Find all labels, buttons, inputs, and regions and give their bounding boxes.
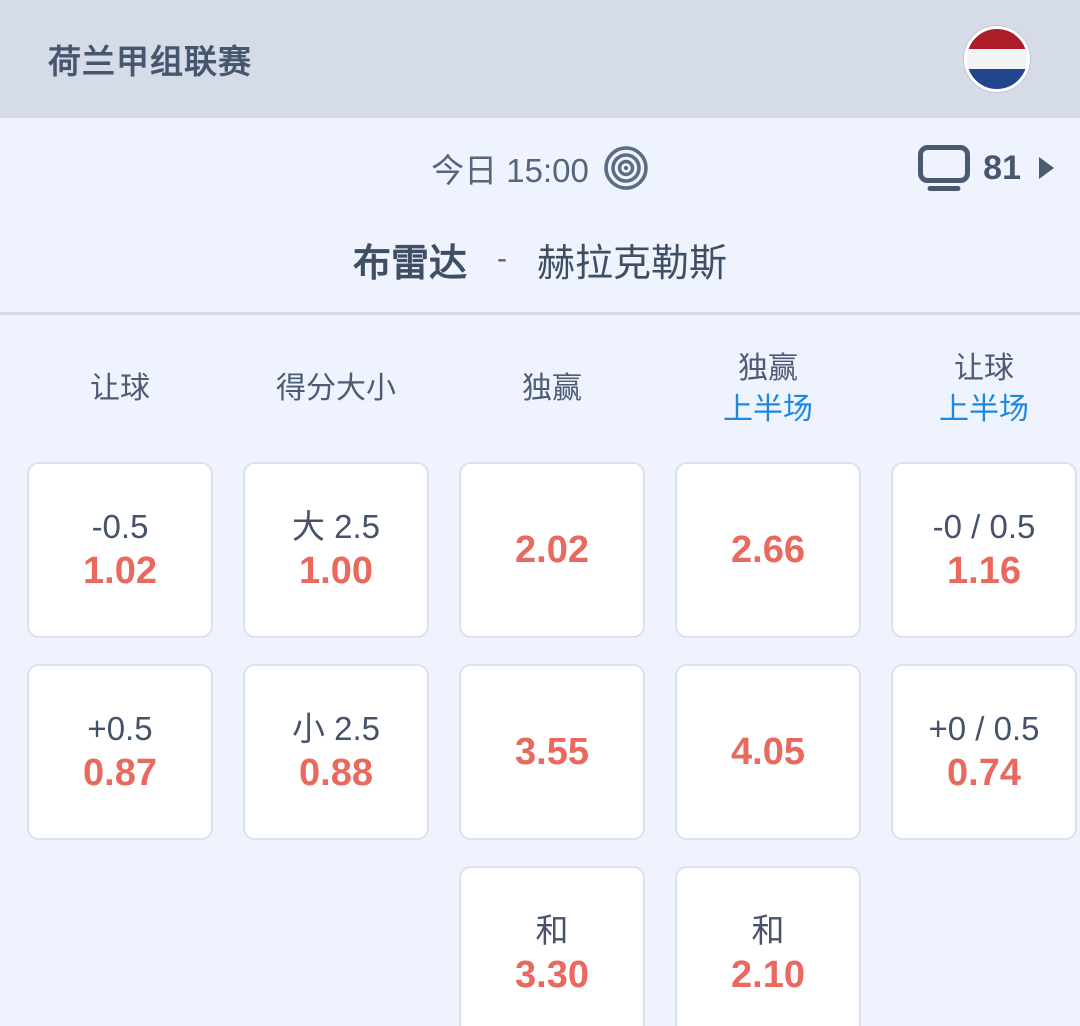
total-line: 小 2.5 [291, 710, 381, 747]
market-header-moneyline: 独赢 [459, 315, 645, 462]
odds-value: 0.88 [299, 752, 373, 794]
draw-label: 和 [751, 912, 785, 949]
odds-box-over[interactable]: 大 2.5 1.00 [243, 462, 429, 638]
market-header-moneyline-first-half: 独赢 上半场 [675, 315, 861, 462]
market-header-sublabel: 上半场 [723, 392, 813, 426]
total-line: 大 2.5 [291, 508, 381, 545]
odds-value: 2.02 [515, 529, 589, 571]
team-separator: - [497, 242, 507, 275]
home-team-name: 布雷达 [352, 242, 467, 285]
channel-count: 81 [983, 148, 1021, 187]
market-header-handicap-first-half: 让球 上半场 [891, 315, 1077, 462]
market-header-sublabel: 上半场 [939, 392, 1029, 426]
odds-box-moneyline-draw[interactable]: 和 3.30 [459, 866, 645, 1026]
odds-value: 0.74 [947, 752, 1021, 794]
market-header-handicap: 让球 [27, 315, 213, 462]
odds-box-moneyline-fh-draw[interactable]: 和 2.10 [675, 866, 861, 1026]
match-title: 布雷达 - 赫拉克勒斯 [0, 218, 1080, 312]
odds-grid: -0.5 1.02 大 2.5 1.00 2.02 2.66 -0 / 0.5 … [27, 462, 1080, 1026]
odds-box-moneyline-fh-home[interactable]: 2.66 [675, 462, 861, 638]
market-header-label: 让球 [954, 351, 1014, 385]
away-team-name: 赫拉克勒斯 [537, 242, 728, 285]
draw-label: 和 [535, 912, 569, 949]
market-header-over-under: 得分大小 [243, 315, 429, 462]
odds-value: 3.55 [515, 731, 589, 773]
odds-value: 2.66 [731, 529, 805, 571]
odds-box-moneyline-fh-away[interactable]: 4.05 [675, 664, 861, 840]
odds-value: 2.10 [731, 954, 805, 996]
kickoff-time-label: 今日 15:00 [431, 152, 589, 189]
odds-value: 1.16 [947, 550, 1021, 592]
odds-box-moneyline-home[interactable]: 2.02 [459, 462, 645, 638]
market-header-label: 独赢 [738, 351, 798, 385]
odds-value: 3.30 [515, 954, 589, 996]
chevron-right-icon [1039, 157, 1054, 179]
odds-box-handicap-away[interactable]: +0.5 0.87 [27, 664, 213, 840]
odds-box-under[interactable]: 小 2.5 0.88 [243, 664, 429, 840]
market-header-label: 得分大小 [276, 372, 396, 405]
channel-markets-link[interactable]: 81 [917, 144, 1054, 192]
league-title: 荷兰甲组联赛 [48, 43, 252, 80]
market-header-label: 独赢 [522, 372, 582, 405]
odds-box-handicap-home[interactable]: -0.5 1.02 [27, 462, 213, 638]
handicap-line: -0.5 [91, 508, 149, 545]
market-header-label: 让球 [90, 372, 150, 405]
match-time-row: 今日 15:00 81 [0, 118, 1080, 218]
odds-value: 1.00 [299, 550, 373, 592]
tv-icon [917, 144, 971, 192]
odds-value: 1.02 [83, 550, 157, 592]
bullseye-icon [603, 145, 649, 191]
section-divider [0, 312, 1080, 315]
odds-value: 4.05 [731, 731, 805, 773]
kickoff-time-group: 今日 15:00 [431, 144, 649, 192]
netherlands-flag-icon [964, 26, 1030, 92]
handicap-line: -0 / 0.5 [932, 508, 1036, 545]
handicap-line: +0 / 0.5 [928, 710, 1040, 747]
odds-value: 0.87 [83, 752, 157, 794]
handicap-line: +0.5 [87, 710, 153, 747]
odds-box-moneyline-away[interactable]: 3.55 [459, 664, 645, 840]
market-headers-row: 让球 得分大小 独赢 独赢 上半场 让球 上半场 [27, 315, 1080, 462]
league-header-band: 荷兰甲组联赛 [0, 0, 1080, 118]
odds-box-handicap-fh-home[interactable]: -0 / 0.5 1.16 [891, 462, 1077, 638]
odds-box-handicap-fh-away[interactable]: +0 / 0.5 0.74 [891, 664, 1077, 840]
